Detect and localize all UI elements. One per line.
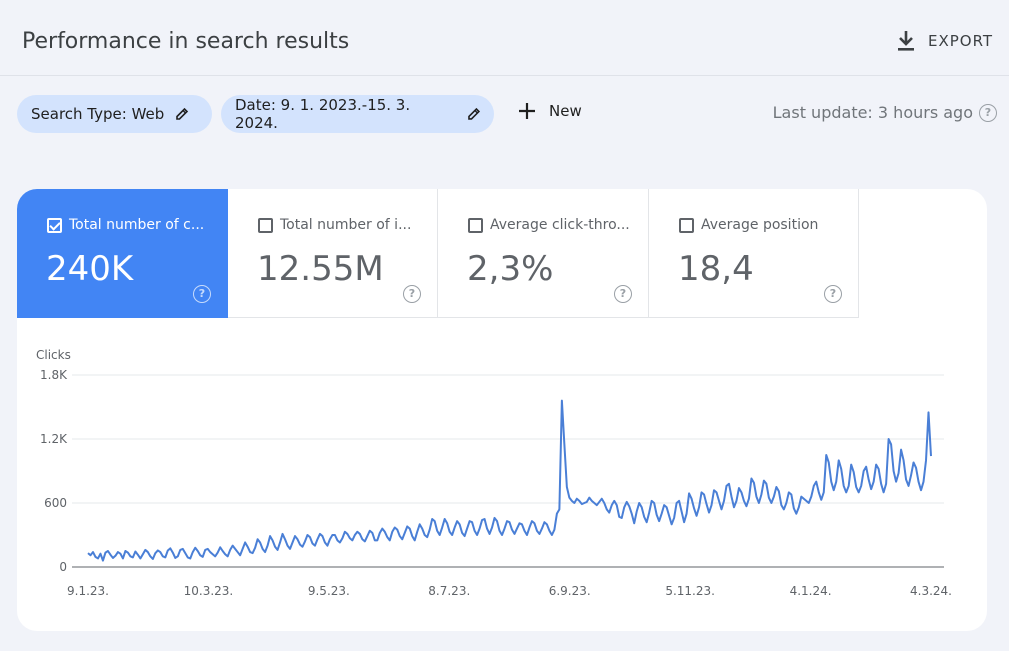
page-title: Performance in search results [22,29,350,54]
metric-value: 12.55M [257,249,384,289]
metric-total-clicks[interactable]: Total number of c... 240K ? [17,189,228,318]
y-tick-label: 1.2K [40,432,68,446]
last-update-text: Last update: 3 hours ago [772,103,973,122]
y-tick-label: 600 [44,496,67,510]
export-label: EXPORT [928,32,994,50]
metric-value: 18,4 [678,249,754,289]
help-icon[interactable]: ? [193,285,211,303]
x-tick-label: 4.1.24. [790,584,832,598]
checkbox-icon[interactable] [679,217,694,233]
metric-average-position[interactable]: Average position 18,4 ? [649,189,859,318]
new-filter-button[interactable]: New [517,101,582,121]
help-icon[interactable]: ? [979,103,997,122]
x-tick-label: 9.5.23. [308,584,350,598]
metric-value: 2,3% [467,249,554,289]
metric-label: Total number of i... [258,217,411,233]
metric-label-text: Average position [701,217,819,233]
checkbox-icon[interactable] [258,217,273,233]
download-icon [898,31,914,51]
metric-label: Average position [679,217,818,233]
metric-value: 240K [46,249,134,289]
help-icon[interactable]: ? [403,285,421,303]
x-tick-label: 8.7.23. [428,584,470,598]
checkbox-icon[interactable] [468,217,483,233]
x-tick-label: 4.3.24. [910,584,952,598]
search-type-label: Search Type: Web [31,105,165,123]
metric-total-impressions[interactable]: Total number of i... 12.55M ? [228,189,438,318]
x-tick-label: 10.3.23. [184,584,234,598]
x-tick-label: 5.11.23. [665,584,715,598]
edit-pencil-icon [176,107,189,120]
y-tick-label: 1.8K [40,368,68,382]
metric-label-text: Total number of c... [69,217,205,233]
date-filter-chip[interactable]: Date: 9. 1. 2023.-15. 3. 2024. [221,95,494,133]
metric-label-text: Total number of i... [280,217,412,233]
checkbox-checked-icon[interactable] [47,217,62,233]
y-tick-label: 0 [59,560,67,574]
clicks-chart: Clicks 0 600 1.2K 1.8K 9.1.23. 10.3.23. 9.5.23.… [36,348,952,598]
search-type-filter-chip[interactable]: Search Type: Web [17,95,212,133]
export-button[interactable]: EXPORT [896,30,993,52]
x-tick-label: 9.1.23. [67,584,109,598]
metric-label: Total number of c... [47,217,204,233]
metric-label: Average click-thro... [468,217,630,233]
new-filter-label: New [549,102,582,120]
x-tick-label: 6.9.23. [549,584,591,598]
help-icon[interactable]: ? [614,285,632,303]
plus-icon [519,103,535,119]
metric-label-text: Average click-thro... [490,217,630,233]
last-update-info: Last update: 3 hours ago ? [773,103,997,122]
help-icon[interactable]: ? [824,285,842,303]
page-header: Performance in search results EXPORT [0,0,1009,76]
y-axis-title: Clicks [36,348,71,362]
metric-average-ctr[interactable]: Average click-thro... 2,3% ? [438,189,649,318]
clicks-series-line [87,399,932,562]
date-label: Date: 9. 1. 2023.-15. 3. 2024. [235,96,411,132]
edit-pencil-icon [468,107,481,120]
performance-card: Total number of c... 240K ? Total number… [17,189,987,631]
